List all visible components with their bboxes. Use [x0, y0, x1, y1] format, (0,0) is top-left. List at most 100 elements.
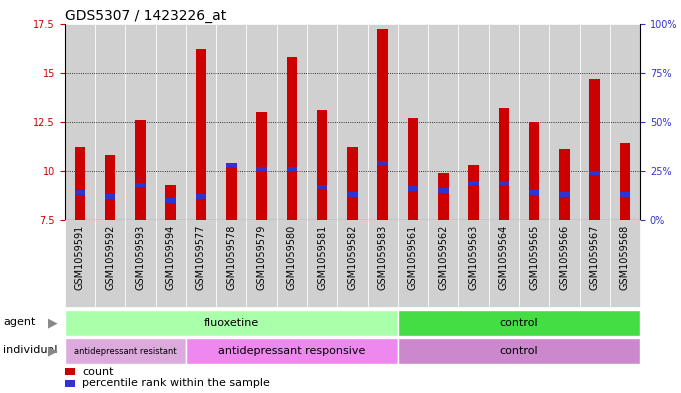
Bar [610, 24, 640, 220]
Bar [95, 24, 125, 220]
Bar [155, 24, 186, 220]
Bar [590, 79, 600, 220]
Bar [590, 171, 600, 175]
Bar [550, 24, 580, 220]
Text: GSM1059567: GSM1059567 [590, 224, 600, 290]
Bar [580, 220, 610, 307]
Text: GSM1059582: GSM1059582 [347, 224, 358, 290]
Bar [307, 220, 337, 307]
Bar [155, 220, 186, 307]
Bar [65, 310, 398, 336]
Bar [276, 24, 307, 220]
Bar [398, 310, 640, 336]
Text: ▶: ▶ [48, 316, 58, 329]
Bar [489, 220, 519, 307]
Text: GSM1059580: GSM1059580 [287, 224, 297, 290]
Bar [216, 220, 247, 307]
Bar [65, 380, 75, 387]
Bar [125, 220, 155, 307]
Bar [105, 194, 115, 198]
Bar [135, 182, 146, 187]
Bar [550, 220, 580, 307]
Bar [186, 24, 216, 220]
Bar [398, 220, 428, 307]
Text: GSM1059562: GSM1059562 [439, 224, 448, 290]
Bar [195, 194, 206, 198]
Bar [408, 186, 418, 191]
Text: antidepressant responsive: antidepressant responsive [218, 346, 366, 356]
Bar [438, 173, 449, 220]
Bar [438, 188, 449, 193]
Bar [135, 120, 146, 220]
Text: GSM1059564: GSM1059564 [499, 224, 509, 290]
Bar [469, 165, 479, 220]
Text: agent: agent [3, 316, 36, 327]
Text: GSM1059591: GSM1059591 [75, 224, 85, 290]
Text: GSM1059563: GSM1059563 [469, 224, 479, 290]
Text: antidepressant resistant: antidepressant resistant [74, 347, 176, 356]
Bar [247, 220, 276, 307]
Bar [458, 220, 489, 307]
Text: control: control [500, 318, 538, 328]
Bar [317, 110, 328, 220]
Text: control: control [500, 346, 538, 356]
Text: GSM1059561: GSM1059561 [408, 224, 418, 290]
Bar [398, 24, 428, 220]
Text: percentile rank within the sample: percentile rank within the sample [82, 378, 270, 388]
Text: individual: individual [3, 345, 58, 355]
Bar [489, 24, 519, 220]
Bar [580, 24, 610, 220]
Bar [65, 24, 95, 220]
Bar [610, 220, 640, 307]
Text: GSM1059592: GSM1059592 [105, 224, 115, 290]
Bar [458, 24, 489, 220]
Text: GSM1059566: GSM1059566 [559, 224, 569, 290]
Bar [368, 24, 398, 220]
Bar [74, 190, 85, 195]
Bar [165, 185, 176, 220]
Bar [519, 24, 550, 220]
Text: count: count [82, 367, 114, 376]
Text: GDS5307 / 1423226_at: GDS5307 / 1423226_at [65, 9, 226, 22]
Text: GSM1059579: GSM1059579 [257, 224, 266, 290]
Bar [377, 161, 388, 165]
Bar [529, 190, 539, 195]
Bar [428, 220, 458, 307]
Bar [287, 57, 297, 220]
Bar [368, 220, 398, 307]
Bar [65, 338, 186, 364]
Text: GSM1059568: GSM1059568 [620, 224, 630, 290]
Bar [65, 220, 95, 307]
Text: GSM1059578: GSM1059578 [226, 224, 236, 290]
Bar [287, 167, 297, 171]
Bar [226, 167, 236, 220]
Bar [337, 24, 368, 220]
Bar [559, 149, 570, 220]
Text: GSM1059565: GSM1059565 [529, 224, 539, 290]
Bar [195, 49, 206, 220]
Text: GSM1059577: GSM1059577 [196, 224, 206, 290]
Bar [216, 24, 247, 220]
Bar [469, 180, 479, 185]
Text: GSM1059581: GSM1059581 [317, 224, 327, 290]
Bar [347, 147, 358, 220]
Bar [398, 338, 640, 364]
Bar [428, 24, 458, 220]
Bar [186, 220, 216, 307]
Bar [105, 155, 115, 220]
Bar [125, 24, 155, 220]
Text: fluoxetine: fluoxetine [204, 318, 259, 328]
Bar [347, 192, 358, 196]
Text: GSM1059583: GSM1059583 [378, 224, 387, 290]
Bar [65, 368, 75, 375]
Text: ▶: ▶ [48, 345, 58, 358]
Bar [317, 184, 328, 189]
Text: GSM1059593: GSM1059593 [136, 224, 146, 290]
Bar [408, 118, 418, 220]
Bar [519, 220, 550, 307]
Bar [620, 192, 631, 196]
Bar [226, 163, 236, 167]
Bar [276, 220, 307, 307]
Bar [256, 112, 267, 220]
Bar [95, 220, 125, 307]
